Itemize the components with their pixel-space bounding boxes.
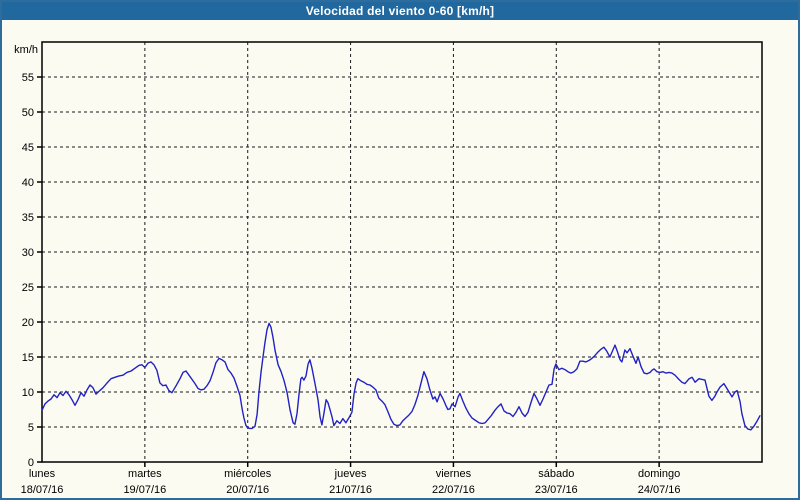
- chart-title: Velocidad del viento 0-60 [km/h]: [305, 4, 495, 18]
- y-tick-label: 20: [22, 317, 34, 329]
- day-date-label: 20/07/16: [226, 484, 269, 496]
- day-name-label: miércoles: [224, 468, 272, 480]
- day-date-label: 23/07/16: [535, 484, 578, 496]
- y-tick-label: 40: [22, 177, 34, 189]
- y-tick-label: 15: [22, 352, 34, 364]
- day-name-label: sábado: [538, 468, 574, 480]
- day-name-label: martes: [128, 468, 162, 480]
- chart-title-bar: Velocidad del viento 0-60 [km/h]: [2, 2, 798, 20]
- day-name-label: domingo: [638, 468, 680, 480]
- day-name-label: lunes: [29, 468, 56, 480]
- y-axis-unit-label: km/h: [14, 44, 38, 56]
- y-tick-label: 25: [22, 282, 34, 294]
- day-date-label: 18/07/16: [21, 484, 64, 496]
- y-tick-label: 50: [22, 107, 34, 119]
- day-date-label: 24/07/16: [638, 484, 681, 496]
- day-date-label: 22/07/16: [432, 484, 475, 496]
- day-date-label: 21/07/16: [329, 484, 372, 496]
- day-name-label: jueves: [334, 468, 367, 480]
- y-tick-label: 45: [22, 142, 34, 154]
- day-date-label: 19/07/16: [123, 484, 166, 496]
- y-tick-label: 5: [28, 422, 34, 434]
- y-tick-label: 35: [22, 212, 34, 224]
- y-tick-label: 0: [28, 457, 34, 469]
- day-name-label: viernes: [436, 468, 472, 480]
- y-tick-label: 10: [22, 387, 34, 399]
- y-tick-label: 55: [22, 72, 34, 84]
- wind-speed-series-line: [41, 322, 761, 431]
- y-tick-label: 30: [22, 247, 34, 259]
